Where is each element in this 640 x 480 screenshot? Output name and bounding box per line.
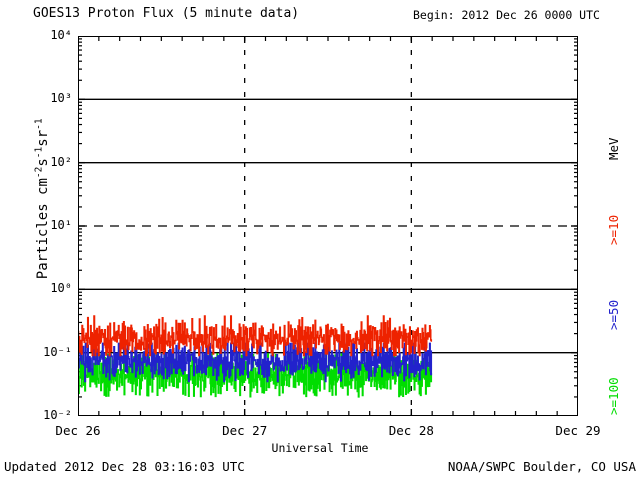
chart-title: GOES13 Proton Flux (5 minute data) [33, 6, 300, 21]
y-axis-title: Particles cm-2s-1sr-1 [33, 69, 51, 329]
series--100-mev [78, 353, 433, 398]
flux-plot-svg [78, 36, 578, 416]
y-tick-label: 10² [50, 154, 72, 169]
y-tick-label: 10³ [50, 91, 72, 106]
grid-lines [78, 36, 578, 416]
y-tick-label: 10⁻² [43, 408, 72, 422]
source-credit: NOAA/SWPC Boulder, CO USA [447, 459, 636, 474]
series--10-mev [78, 315, 433, 357]
legend-unit: MeV [606, 137, 621, 160]
plot-area [78, 36, 578, 416]
y-tick-label: 10⁰ [50, 281, 72, 296]
x-axis-title: Universal Time [271, 441, 369, 455]
legend-item-2: >=100 [606, 377, 621, 415]
updated-timestamp: Updated 2012 Dec 28 03:16:03 UTC [4, 459, 245, 474]
x-tick-label: Dec 29 [555, 423, 601, 438]
y-axis-title-text: Particles cm-2s-1sr-1 [33, 118, 51, 280]
x-tick-label: Dec 28 [388, 423, 434, 438]
y-tick-label: 10⁴ [50, 28, 72, 42]
y-tick-label: 10¹ [50, 218, 72, 232]
x-tick-label: Dec 27 [222, 423, 268, 438]
y-tick-label: 10⁻¹ [43, 344, 72, 359]
series--50-mev [78, 342, 433, 383]
begin-timestamp: Begin: 2012 Dec 26 0000 UTC [413, 8, 600, 22]
legend-item-1: >=50 [606, 299, 621, 330]
x-tick-label: Dec 26 [55, 423, 101, 438]
plot-frame [78, 36, 578, 416]
legend-item-0: >=10 [606, 214, 621, 245]
